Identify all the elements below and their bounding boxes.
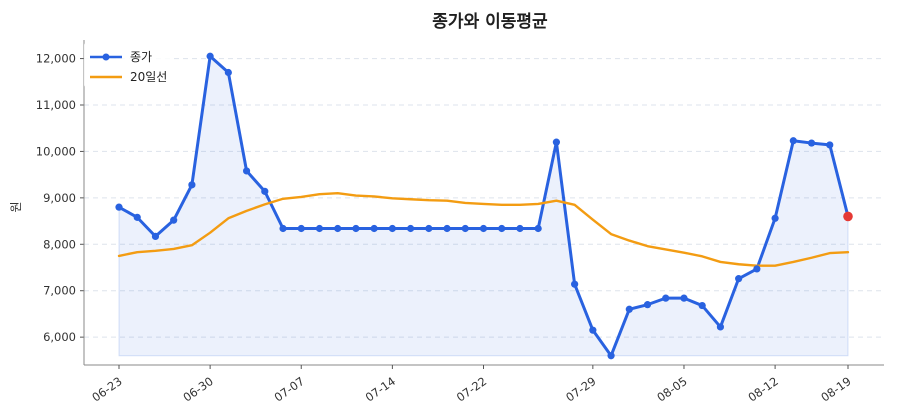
data-point xyxy=(680,294,688,302)
data-point xyxy=(370,224,378,233)
data-point xyxy=(443,224,451,233)
data-point xyxy=(479,224,488,233)
x-tick-label: 07-14 xyxy=(363,374,398,405)
series-area-0 xyxy=(118,55,849,357)
data-point xyxy=(206,52,214,60)
legend-label-ma20: 20일선 xyxy=(130,70,167,84)
y-tick-label: 11,000 xyxy=(36,98,76,112)
data-point xyxy=(571,280,579,288)
data-point xyxy=(589,326,597,334)
data-point xyxy=(115,203,123,211)
data-point xyxy=(297,224,305,233)
data-point xyxy=(407,224,415,233)
series-line-1 xyxy=(117,192,850,267)
fill-layer xyxy=(118,55,849,357)
data-point xyxy=(716,323,725,331)
data-point xyxy=(552,138,561,146)
last-close-point xyxy=(843,211,853,222)
data-point xyxy=(224,68,232,77)
y-tick-label: 12,000 xyxy=(36,52,76,66)
data-point xyxy=(133,213,141,221)
y-tick-label: 9,000 xyxy=(43,191,76,205)
data-point xyxy=(789,137,797,145)
data-point xyxy=(170,216,178,224)
chart-title: 종가와 이동평균 xyxy=(432,12,548,32)
data-point xyxy=(753,265,761,273)
data-point xyxy=(242,167,251,175)
legend: 종가 20일선 xyxy=(84,42,174,88)
data-point xyxy=(607,352,615,360)
x-tick-label: 07-29 xyxy=(563,374,598,405)
data-point xyxy=(352,224,360,233)
data-point xyxy=(461,224,469,233)
data-point xyxy=(498,224,506,233)
data-point xyxy=(735,275,743,283)
data-point xyxy=(261,187,269,195)
x-tick-label: 06-30 xyxy=(180,374,215,405)
x-tick-label: 08-19 xyxy=(818,374,853,405)
data-point xyxy=(698,301,706,310)
data-point xyxy=(425,224,433,233)
data-point xyxy=(388,224,396,233)
x-tick-label: 07-22 xyxy=(454,374,489,405)
data-point xyxy=(826,141,834,149)
data-point xyxy=(807,139,816,147)
marker-layer xyxy=(115,52,853,360)
x-tick-label: 06-23 xyxy=(89,374,124,405)
data-point xyxy=(534,224,542,233)
y-tick-label: 10,000 xyxy=(36,144,76,158)
data-point xyxy=(662,294,670,302)
y-tick-label: 6,000 xyxy=(43,330,76,344)
grid-layer xyxy=(84,58,884,338)
data-point xyxy=(643,301,652,309)
data-point xyxy=(151,232,160,240)
data-point xyxy=(315,224,324,233)
data-point xyxy=(188,181,196,189)
data-point xyxy=(334,224,342,233)
x-tick-label: 07-07 xyxy=(272,374,307,405)
data-point xyxy=(279,224,287,233)
x-tick-label: 08-05 xyxy=(654,374,689,405)
y-tick-label: 7,000 xyxy=(43,284,76,298)
y-tick-label: 8,000 xyxy=(43,237,76,251)
data-point xyxy=(516,224,524,233)
x-tick-label: 08-12 xyxy=(745,374,780,405)
y-axis-label: 원 xyxy=(9,201,23,212)
legend-label-close: 종가 xyxy=(130,50,152,64)
data-point xyxy=(771,214,779,222)
legend-marker-close xyxy=(102,53,110,61)
data-point xyxy=(625,305,633,313)
